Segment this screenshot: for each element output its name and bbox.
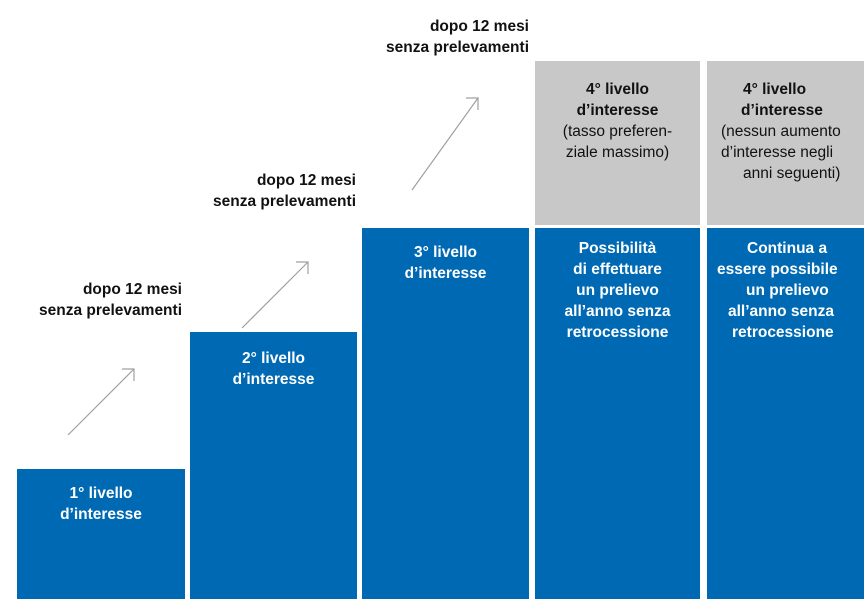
- level-4-b-title-2: d’interesse: [741, 102, 823, 119]
- level-4-b-note-1: (nessun aumento: [721, 123, 841, 140]
- level-1-block: 1° livello d’interesse: [17, 469, 185, 599]
- level-4-a-title-1: 4° livello: [585, 81, 650, 98]
- continue-block: Continua a essere possibile un prelievo …: [707, 228, 864, 599]
- caption-1-line-2: senza prelevamenti: [38, 302, 182, 319]
- continue-line-1: Continua a: [747, 240, 828, 257]
- withdrawal-line-1: Possibilità: [578, 240, 657, 257]
- withdrawal-line-5: retrocessione: [566, 324, 669, 341]
- step-caption-2: dopo 12 mesi senza prelevamenti: [213, 170, 356, 212]
- caption-3-line-2: senza prelevamenti: [385, 39, 529, 56]
- level-4-box-a: 4° livello d’interesse (tasso preferen- …: [535, 61, 700, 225]
- withdrawal-line-3: un prelievo: [576, 282, 659, 299]
- caption-2-line-2: senza prelevamenti: [212, 193, 356, 210]
- level-4-b-title-1: 4° livello: [743, 81, 807, 98]
- arrow-up-right-icon: [241, 261, 309, 329]
- step-caption-1: dopo 12 mesi senza prelevamenti: [39, 279, 182, 321]
- withdrawal-line-2: di effettuare: [573, 261, 662, 278]
- continue-line-4: all’anno senza: [728, 303, 834, 320]
- level-2-block: 2° livello d’interesse: [190, 332, 357, 599]
- level-3-line-2: d’interesse: [404, 265, 487, 282]
- step-caption-3: dopo 12 mesi senza prelevamenti: [386, 16, 529, 58]
- withdrawal-line-4: all’anno senza: [564, 303, 671, 320]
- caption-3-line-1: dopo 12 mesi: [429, 18, 529, 35]
- arrow-up-right-icon: [67, 368, 135, 436]
- level-4-box-b: 4° livello d’interesse (nessun aumento d…: [707, 61, 864, 225]
- level-4-b-note-2: d’interesse negli: [721, 144, 834, 161]
- withdrawal-block: Possibilità di effettuare un prelievo al…: [535, 228, 700, 599]
- level-2-line-2: d’interesse: [232, 371, 315, 388]
- level-1-line-2: d’interesse: [60, 506, 142, 523]
- continue-line-3: un prelievo: [746, 282, 829, 299]
- level-4-a-title-2: d’interesse: [576, 102, 659, 119]
- continue-line-5: retrocessione: [732, 324, 834, 341]
- caption-2-line-1: dopo 12 mesi: [256, 172, 356, 189]
- level-1-line-1: 1° livello: [69, 485, 133, 502]
- level-3-block: 3° livello d’interesse: [362, 228, 529, 599]
- level-4-b-note-3: anni seguenti): [743, 165, 841, 182]
- level-3-line-1: 3° livello: [413, 244, 478, 261]
- caption-1-line-1: dopo 12 mesi: [82, 281, 182, 298]
- continue-line-2: essere possibile: [717, 261, 838, 278]
- arrow-up-right-icon: [411, 97, 479, 191]
- level-2-line-1: 2° livello: [241, 350, 306, 367]
- level-4-a-note-2: ziale massimo): [565, 144, 670, 161]
- level-4-a-note-1: (tasso preferen-: [562, 123, 673, 140]
